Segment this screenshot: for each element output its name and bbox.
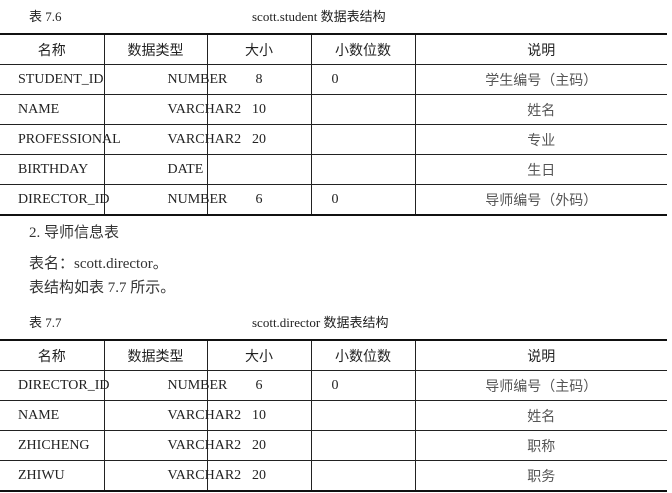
header-column-name: 名称 [37,43,66,59]
cell-column-size: 8 [206,64,311,95]
header-column-scale: 小数位数 [310,340,415,371]
table-row: NAME VARCHAR2 10 姓名 [0,94,667,125]
table1-title: scott.student 数据表结构 [252,9,386,24]
header-column-scale: 小数位数 [310,34,415,65]
table-name-line: 表名：scott.director。 [29,256,168,272]
cell-column-size [206,154,311,185]
header-column-type: 数据类型 [103,34,207,65]
cell-column-type: NUMBER [103,370,227,401]
table-row: DIRECTOR_ID NUMBER 6 0 导师编号（主码） [0,370,667,401]
cell-column-description: 导师编号（主码） [414,370,667,401]
cell-column-size: 6 [206,184,311,215]
cell-column-type: VARCHAR2 [103,94,241,125]
cell-column-scale [310,154,415,185]
cell-column-type: NUMBER [103,64,227,95]
cell-column-description: 生日 [414,154,667,185]
cell-column-size: 20 [206,124,311,155]
cell-column-name: ZHIWU [0,460,104,491]
table-student-structure: 名称 数据类型 大小 小数位数 说明 STUDENT_ID NUMBER 8 0 学生编号（主码… [0,33,667,216]
cell-column-name: DIRECTOR_ID [0,184,110,215]
table1-number: 表 7.6 [29,9,62,24]
cell-column-description: 职务 [414,460,667,491]
header-column-type: 数据类型 [103,340,207,371]
cell-column-scale: 0 [310,184,415,215]
cell-column-size: 6 [206,370,311,401]
section-heading: 2. 导师信息表 [29,225,120,241]
table2-number: 表 7.7 [29,315,62,330]
table-row: STUDENT_ID NUMBER 8 0 学生编号（主码） [0,64,667,95]
cell-column-size: 10 [206,400,311,431]
cell-column-name: PROFESSIONAL [0,124,121,155]
cell-column-type: NUMBER [103,184,227,215]
cell-column-description: 专业 [414,124,667,155]
cell-column-scale [310,94,415,125]
cell-column-name: DIRECTOR_ID [0,370,110,401]
table-header-row: 名称 数据类型 大小 小数位数 说明 [0,34,667,65]
cell-column-scale [310,460,415,491]
cell-column-scale [310,400,415,431]
cell-column-name: BIRTHDAY [0,154,104,185]
cell-column-name: STUDENT_ID [0,64,104,95]
cell-column-description: 姓名 [414,400,667,431]
cell-column-type: VARCHAR2 [103,430,241,461]
header-column-description: 说明 [414,340,667,371]
cell-column-scale [310,124,415,155]
header-column-description: 说明 [414,34,667,65]
table-row: ZHIWU VARCHAR2 20 职务 [0,460,667,491]
cell-column-size: 10 [206,94,311,125]
cell-column-size: 20 [206,430,311,461]
cell-column-scale [310,430,415,461]
cell-column-type: VARCHAR2 [103,460,241,491]
header-column-size: 大小 [206,34,311,65]
table2-title: scott.director 数据表结构 [252,315,389,330]
cell-column-type: DATE [103,154,207,185]
table-row: ZHICHENG VARCHAR2 20 职称 [0,430,667,461]
table-director-structure: 名称 数据类型 大小 小数位数 说明 DIRECTOR_ID NUMBER 6 0 导师编号（主… [0,339,667,492]
cell-column-type: VARCHAR2 [103,124,241,155]
cell-column-size: 20 [206,460,311,491]
table-header-row: 名称 数据类型 大小 小数位数 说明 [0,340,667,371]
cell-column-scale: 0 [310,64,415,95]
table-row: BIRTHDAY DATE 生日 [0,154,667,185]
cell-column-scale: 0 [310,370,415,401]
header-column-name: 名称 [37,349,66,365]
cell-column-description: 学生编号（主码） [414,64,667,95]
cell-column-name: ZHICHENG [0,430,104,461]
cell-column-description: 导师编号（外码） [414,184,667,215]
table-row: DIRECTOR_ID NUMBER 6 0 导师编号（外码） [0,184,667,215]
cell-column-description: 职称 [414,430,667,461]
cell-column-name: NAME [0,94,104,125]
table-row: NAME VARCHAR2 10 姓名 [0,400,667,431]
header-column-size: 大小 [206,340,311,371]
cell-column-type: VARCHAR2 [103,400,241,431]
table-structure-line: 表结构如表 7.7 所示。 [29,280,176,296]
table-row: PROFESSIONAL VARCHAR2 20 专业 [0,124,667,155]
cell-column-name: NAME [0,400,104,431]
cell-column-description: 姓名 [414,94,667,125]
